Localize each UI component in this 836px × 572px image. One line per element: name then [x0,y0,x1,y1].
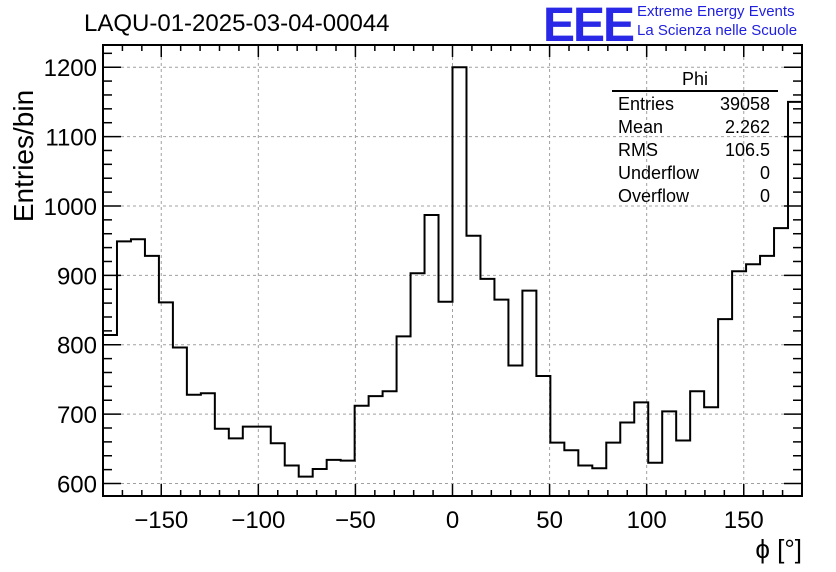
stats-label: Entries [618,94,675,114]
histogram-line [103,66,802,478]
stats-value: 0 [759,186,770,206]
stats-label: Overflow [618,186,690,206]
chart-title: LAQU-01-2025-03-04-00044 [84,10,390,37]
stats-value: 39058 [719,94,770,114]
logo-line-1: Extreme Energy Events [637,3,795,20]
x-axis-label: ϕ [°] [755,534,802,564]
y-axis-label: Entries/bin [8,89,40,223]
eee-logo: EEE [543,0,635,52]
y-tick-labels: 600 700 800 900 1000 1100 1200 [44,55,97,498]
y-tick-label: 700 [57,402,97,429]
y-tick-label: 900 [57,263,97,290]
plot-frame [102,44,803,497]
stats-row-overflow: Overflow 0 [612,185,778,208]
stats-label: Underflow [618,163,700,183]
y-tick-label: 1100 [45,125,97,152]
stats-row-mean: Mean 2.262 [612,116,778,139]
logo-line-2: La Scienza nelle Scuole [637,22,798,39]
stats-row-underflow: Underflow 0 [612,162,778,185]
stats-value: 106.5 [724,140,770,160]
x-tick-label: −50 [335,507,376,534]
y-tick-label: 800 [57,333,97,360]
axis-ticks [102,45,803,496]
x-tick-label: 150 [724,507,764,534]
y-tick-label: 1000 [44,194,97,221]
x-tick-label: −100 [231,507,285,534]
y-tick-label: 600 [57,472,97,499]
y-tick-label: 1200 [44,55,97,82]
x-tick-label: 100 [627,507,667,534]
x-tick-label: −150 [134,507,188,534]
stats-title: Phi [612,68,778,92]
stats-label: RMS [618,140,658,160]
x-tick-label: 50 [536,507,563,534]
stats-row-rms: RMS 106.5 [612,139,778,162]
stats-row-entries: Entries 39058 [612,93,778,116]
x-tick-label: 0 [446,507,459,534]
x-tick-labels: −150 −100 −50 0 50 100 150 [134,507,764,534]
stats-value: 2.262 [724,117,770,137]
stats-box: Phi Entries 39058 Mean 2.262 RMS 106.5 U… [612,68,778,208]
stats-label: Mean [618,117,664,137]
stats-value: 0 [759,163,770,183]
